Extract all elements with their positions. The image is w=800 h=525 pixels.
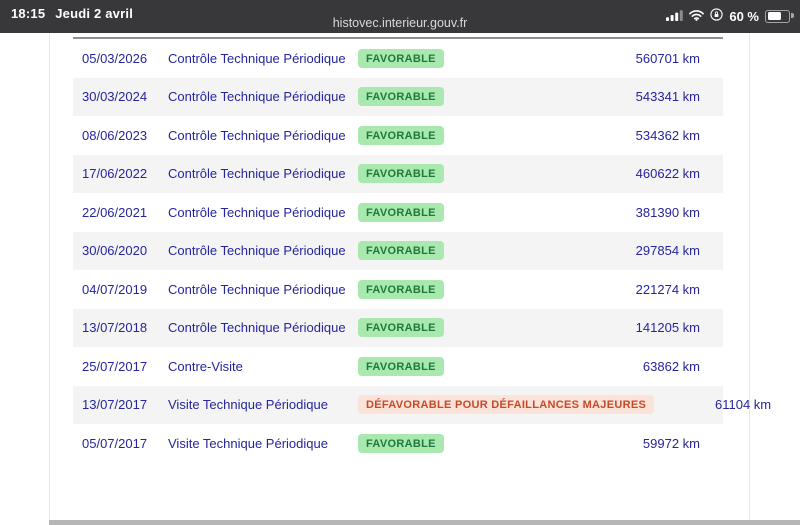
wifi-icon bbox=[689, 9, 705, 24]
table-row: 13/07/2018 Contrôle Technique Périodique… bbox=[73, 308, 723, 347]
orientation-lock-icon bbox=[710, 8, 724, 24]
statusbar-right: 60 % bbox=[666, 7, 794, 25]
result-badge: FAVORABLE bbox=[358, 433, 444, 453]
inspection-type: Contrôle Technique Périodique bbox=[168, 89, 346, 105]
inspection-date: 22/06/2021 bbox=[82, 204, 148, 220]
inspection-type: Visite Technique Périodique bbox=[168, 397, 328, 413]
battery-icon bbox=[765, 9, 794, 23]
mileage: 61104 km bbox=[714, 397, 772, 413]
result-badge: FAVORABLE bbox=[358, 125, 444, 145]
inspection-date: 30/03/2024 bbox=[82, 89, 148, 105]
inspection-result-cell: FAVORABLE bbox=[358, 318, 583, 338]
inspection-date: 17/06/2022 bbox=[82, 166, 148, 182]
inspection-type: Contrôle Technique Périodique bbox=[168, 127, 346, 143]
inspection-date: 13/07/2017 bbox=[82, 397, 148, 413]
mileage: 560701 km bbox=[635, 50, 700, 66]
inspection-result-cell: FAVORABLE bbox=[358, 125, 583, 145]
inspection-date: 30/06/2020 bbox=[82, 243, 148, 259]
result-badge: FAVORABLE bbox=[358, 356, 444, 376]
table-row: 05/07/2017 Visite Technique Périodique F… bbox=[73, 424, 723, 463]
mileage: 534362 km bbox=[635, 127, 700, 143]
table-row: 25/07/2017 Contre-Visite FAVORABLE 63862… bbox=[73, 347, 723, 386]
inspection-result-cell: FAVORABLE bbox=[358, 241, 583, 261]
inspection-table: 05/03/2026 Contrôle Technique Périodique… bbox=[73, 37, 771, 463]
content-left-border bbox=[49, 33, 50, 525]
statusbar-left: 18:15 Jeudi 2 avril bbox=[11, 6, 133, 21]
result-badge: FAVORABLE bbox=[358, 279, 444, 299]
inspection-result-cell: FAVORABLE bbox=[358, 164, 583, 184]
inspection-type: Contrôle Technique Périodique bbox=[168, 50, 346, 66]
inspection-date: 08/06/2023 bbox=[82, 127, 148, 143]
inspection-result-cell: FAVORABLE bbox=[358, 356, 583, 376]
mileage: 297854 km bbox=[635, 243, 700, 259]
table-row: 30/06/2020 Contrôle Technique Périodique… bbox=[73, 231, 723, 270]
content-right-border bbox=[749, 33, 750, 525]
url-bar[interactable]: histovec.interieur.gouv.fr bbox=[0, 16, 800, 30]
url-text[interactable]: histovec.interieur.gouv.fr bbox=[332, 16, 468, 30]
table-row: 13/07/2017 Visite Technique Périodique D… bbox=[73, 385, 771, 424]
inspection-date: 05/03/2026 bbox=[82, 50, 148, 66]
table-row: 17/06/2022 Contrôle Technique Périodique… bbox=[73, 154, 723, 193]
battery-fill bbox=[767, 12, 782, 20]
inspection-result-cell: FAVORABLE bbox=[358, 202, 583, 222]
battery-percent: 60 % bbox=[729, 8, 759, 24]
inspection-result-cell: DÉFAVORABLE POUR DÉFAILLANCES MAJEURES bbox=[358, 395, 655, 415]
table-row: 08/06/2023 Contrôle Technique Périodique… bbox=[73, 116, 723, 155]
cellular-signal-icon bbox=[666, 9, 684, 24]
result-badge: FAVORABLE bbox=[358, 48, 444, 68]
bottom-separator bbox=[49, 520, 800, 525]
battery-nub bbox=[791, 13, 794, 18]
result-badge: FAVORABLE bbox=[358, 202, 444, 222]
status-bar: 18:15 Jeudi 2 avril histovec.interieur.g… bbox=[0, 0, 800, 33]
inspection-date: 13/07/2018 bbox=[82, 320, 148, 336]
inspection-date: 04/07/2019 bbox=[82, 281, 148, 297]
inspection-result-cell: FAVORABLE bbox=[358, 433, 583, 453]
inspection-type: Contre-Visite bbox=[168, 358, 243, 374]
result-badge: FAVORABLE bbox=[358, 164, 444, 184]
table-row: 05/03/2026 Contrôle Technique Périodique… bbox=[73, 39, 723, 78]
table-row: 04/07/2019 Contrôle Technique Périodique… bbox=[73, 270, 723, 309]
result-badge: FAVORABLE bbox=[358, 318, 444, 338]
inspection-type: Contrôle Technique Périodique bbox=[168, 204, 346, 220]
mileage: 59972 km bbox=[642, 435, 700, 451]
mileage: 63862 km bbox=[642, 358, 700, 374]
result-badge: FAVORABLE bbox=[358, 87, 444, 107]
inspection-result-cell: FAVORABLE bbox=[358, 48, 583, 68]
inspection-date: 25/07/2017 bbox=[82, 358, 148, 374]
result-badge: FAVORABLE bbox=[358, 241, 444, 261]
mileage: 381390 km bbox=[635, 204, 700, 220]
table-row: 30/03/2024 Contrôle Technique Périodique… bbox=[73, 77, 723, 116]
inspection-type: Visite Technique Périodique bbox=[168, 435, 328, 451]
inspection-type: Contrôle Technique Périodique bbox=[168, 320, 346, 336]
mileage: 221274 km bbox=[635, 281, 700, 297]
mileage: 543341 km bbox=[635, 89, 700, 105]
inspection-type: Contrôle Technique Périodique bbox=[168, 166, 346, 182]
inspection-date: 05/07/2017 bbox=[82, 435, 148, 451]
clock: 18:15 bbox=[11, 6, 46, 21]
inspection-type: Contrôle Technique Périodique bbox=[168, 281, 346, 297]
inspection-result-cell: FAVORABLE bbox=[358, 279, 583, 299]
inspection-type: Contrôle Technique Périodique bbox=[168, 243, 346, 259]
table-row: 22/06/2021 Contrôle Technique Périodique… bbox=[73, 193, 723, 232]
inspection-result-cell: FAVORABLE bbox=[358, 87, 583, 107]
mileage: 460622 km bbox=[635, 166, 700, 182]
result-badge: DÉFAVORABLE POUR DÉFAILLANCES MAJEURES bbox=[358, 395, 655, 415]
mileage: 141205 km bbox=[635, 320, 700, 336]
status-date: Jeudi 2 avril bbox=[55, 6, 133, 21]
